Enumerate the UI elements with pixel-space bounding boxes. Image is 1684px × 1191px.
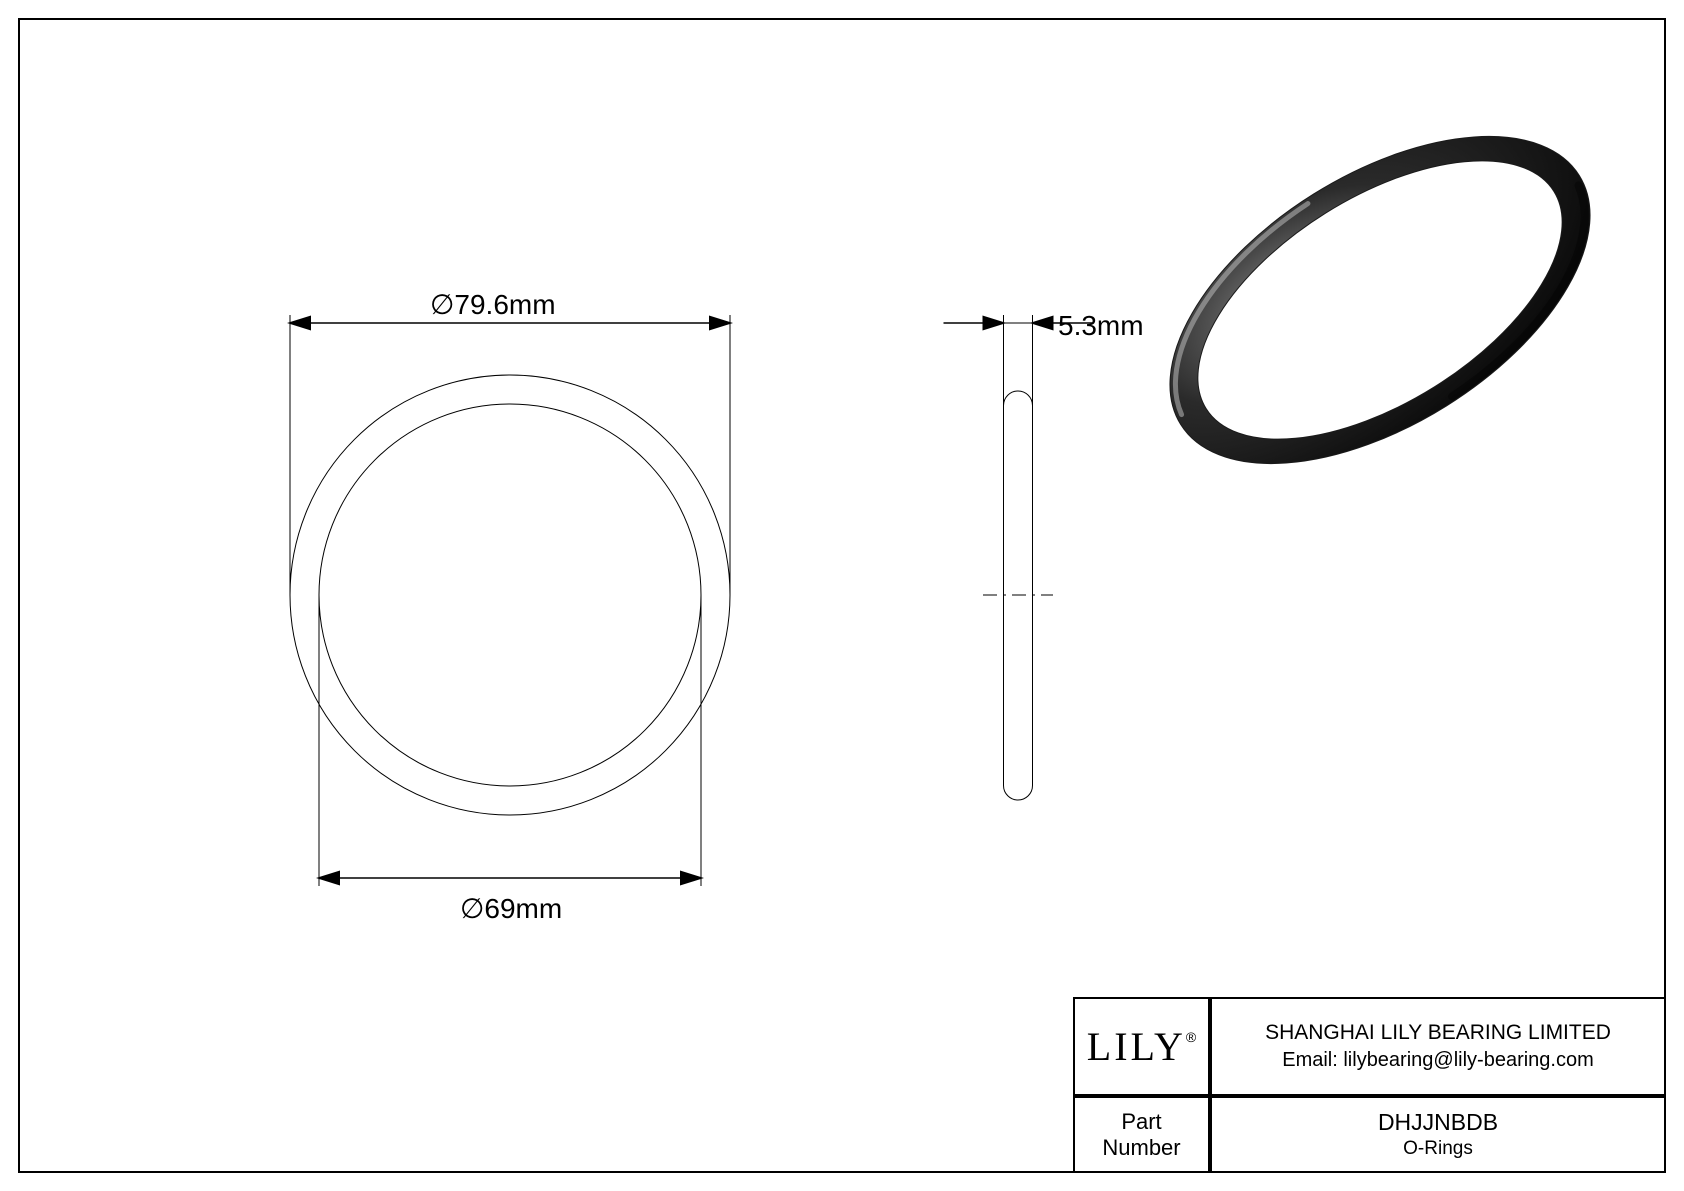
- partnum-value: DHJJNBDB: [1378, 1109, 1498, 1136]
- partnum-label-line2: Number: [1102, 1135, 1180, 1161]
- logo-text: LILY®: [1087, 1023, 1196, 1070]
- registered-symbol: ®: [1186, 1029, 1196, 1045]
- partnum-label-line1: Part: [1121, 1109, 1161, 1135]
- dim-outer-diameter-label: ∅79.6mm: [430, 288, 556, 321]
- company-email: Email: lilybearing@lily-bearing.com: [1282, 1049, 1594, 1072]
- dim-width-label: 5.3mm: [1058, 310, 1144, 342]
- company-name: SHANGHAI LILY BEARING LIMITED: [1265, 1021, 1611, 1045]
- front-view: [290, 315, 730, 886]
- product-name: O-Rings: [1403, 1138, 1473, 1160]
- title-block-logo-cell: LILY®: [1073, 997, 1210, 1096]
- dim-inner-diameter-label: ∅69mm: [460, 892, 562, 925]
- title-block-partnum-value-cell: DHJJNBDB O-Rings: [1210, 1096, 1666, 1173]
- title-block-company-cell: SHANGHAI LILY BEARING LIMITED Email: lil…: [1210, 997, 1666, 1096]
- iso-view: [1114, 69, 1645, 530]
- side-view: [944, 315, 1093, 800]
- title-block-partnum-label-cell: Part Number: [1073, 1096, 1210, 1173]
